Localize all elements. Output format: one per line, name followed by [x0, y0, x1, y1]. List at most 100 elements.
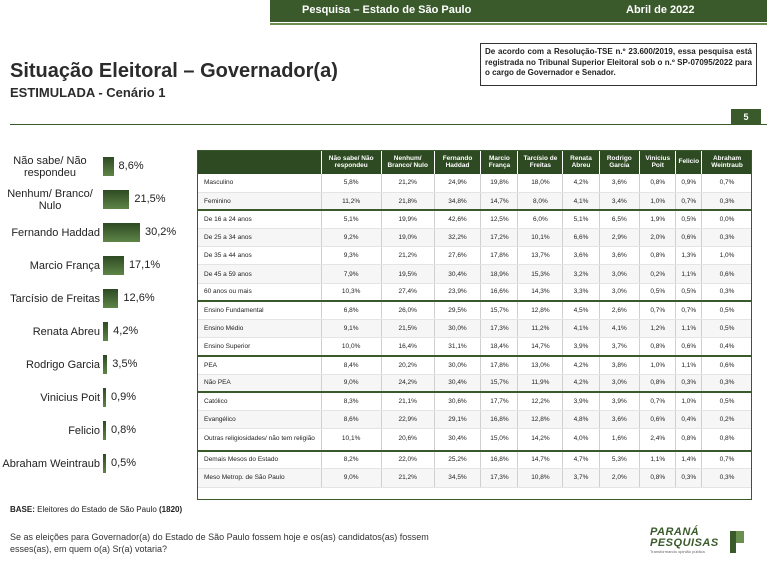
table-cell: 7,9% [320, 264, 382, 284]
table-cell: 0,8% [675, 428, 702, 452]
bar-value-label: 30,2% [145, 226, 177, 238]
table-cell: 34,8% [433, 192, 481, 211]
table-cell: 10,3% [320, 283, 382, 302]
base-text: Eleitores do Estado de São Paulo [37, 505, 157, 514]
table-cell: 15,0% [480, 428, 518, 452]
column-header: Abraham Weintraub [701, 150, 752, 174]
bar-category-label: Fernando Haddad [11, 226, 100, 239]
table-cell: 2,6% [598, 300, 640, 321]
table-cell: 17,3% [480, 319, 518, 339]
table-cell: 0,3% [701, 374, 752, 393]
table-cell: 6,0% [517, 209, 563, 230]
table-header-row: Não sabe/ Não respondeu Nenhum/ Branco/ N… [197, 150, 752, 174]
table-cell: 3,4% [598, 192, 640, 211]
table-cell: 25,2% [433, 449, 481, 470]
table-cell: 3,6% [562, 246, 600, 266]
row-label: Católico [197, 391, 321, 411]
table-cell: 0,8% [638, 374, 676, 393]
table-cell: 29,1% [433, 410, 481, 430]
table-cell: 1,0% [675, 391, 702, 411]
row-label: PEA [197, 354, 321, 375]
table-cell: 21,2% [380, 468, 435, 488]
table-cell: 0,5% [675, 209, 702, 230]
table-cell: 0,3% [701, 283, 752, 302]
logo-mark-icon [730, 531, 744, 553]
table-cell: 0,3% [675, 468, 702, 488]
table-cell: 0,9% [675, 174, 702, 193]
table-cell: 30,0% [433, 354, 481, 375]
table-cell: 8,6% [320, 410, 382, 430]
table-cell: 3,0% [598, 264, 640, 284]
table-cell: 1,0% [638, 192, 676, 211]
table-cell: 0,5% [638, 283, 676, 302]
table-cell: 30,4% [433, 374, 481, 393]
table-cell: 8,0% [517, 192, 563, 211]
table-row: Masculino 5,8% 21,2% 24,9% 19,8% 18,0% 4,2% 3,6… [197, 174, 752, 193]
table-cell: 3,6% [598, 174, 640, 193]
table-cell: 0,3% [701, 192, 752, 211]
table-cell: 16,8% [480, 449, 518, 470]
table-cell: 14,7% [517, 337, 563, 357]
table-cell: 4,7% [562, 449, 600, 470]
parana-pesquisas-logo: PARANÁ PESQUISAS Transformando opinião p… [650, 527, 750, 557]
table-cell: 0,6% [701, 264, 752, 284]
bar-value-label: 21,5% [134, 193, 166, 205]
table-row: Ensino Fundamental 6,8% 26,0% 29,5% 15,7% 12,… [197, 300, 752, 321]
column-header: Nenhum/ Branco/ Nulo [380, 150, 435, 174]
column-header: Tarcísio de Freitas [517, 150, 563, 174]
table-cell: 17,8% [480, 246, 518, 266]
table-cell: 0,8% [638, 337, 676, 357]
table-cell: 0,2% [638, 264, 676, 284]
table-cell: 0,6% [675, 337, 702, 357]
table-cell: 30,0% [433, 319, 481, 339]
table-cell: 21,1% [380, 391, 435, 411]
table-row: De 35 a 44 anos 9,3% 21,2% 27,6% 17,8% 13,7% 3… [197, 246, 752, 266]
table-cell: 1,1% [675, 319, 702, 339]
table-cell: 19,8% [480, 174, 518, 193]
table-cell: 22,9% [380, 410, 435, 430]
bar-value-label: 4,2% [113, 325, 139, 337]
table-row: Meso Metrop. de São Paulo 9,0% 21,2% 34,5% 1… [197, 468, 752, 488]
table-cell: 15,7% [480, 374, 518, 393]
table-cell: 0,7% [675, 300, 702, 321]
table-cell: 0,7% [638, 391, 676, 411]
table-cell: 0,3% [701, 228, 752, 248]
table-cell: 5,8% [320, 174, 382, 193]
separator-line [10, 124, 767, 125]
table-cell: 9,0% [320, 374, 382, 393]
table-cell: 14,7% [517, 449, 563, 470]
table-cell: 0,8% [638, 468, 676, 488]
bar-row: Vinicius Poit 0,9% [0, 381, 195, 414]
table-cell: 3,6% [598, 246, 640, 266]
bar-row: Rodrigo Garcia 3,5% [0, 348, 195, 381]
column-header: Rodrigo Garcia [598, 150, 640, 174]
bar [103, 223, 140, 242]
table-cell: 8,3% [320, 391, 382, 411]
column-header: Marcio França [480, 150, 518, 174]
table-cell: 15,3% [517, 264, 563, 284]
table-cell: 4,2% [562, 174, 600, 193]
table-cell: 22,0% [380, 449, 435, 470]
table-cell: 3,8% [598, 354, 640, 375]
table-row: Não PEA 9,0% 24,2% 30,4% 15,7% 11,9% 4,2% 3,0% 0… [197, 374, 752, 393]
table-cell: 8,2% [320, 449, 382, 470]
table-cell: 2,4% [638, 428, 676, 452]
table-cell: 10,1% [517, 228, 563, 248]
table-cell: 0,5% [701, 391, 752, 411]
crosstab-table: Não sabe/ Não respondeu Nenhum/ Branco/ N… [197, 150, 752, 488]
bar-chart: Não sabe/ Não respondeu 8,6% Nenhum/ Branc… [0, 150, 195, 480]
table-row: De 45 a 59 anos 7,9% 19,5% 30,4% 18,9% 15,3% 3… [197, 264, 752, 284]
table-cell: 4,1% [562, 192, 600, 211]
table-cell: 5,1% [562, 209, 600, 230]
header-bar: Pesquisa – Estado de São Paulo Abril de … [270, 0, 767, 22]
table-cell: 6,6% [562, 228, 600, 248]
table-cell: 0,8% [701, 428, 752, 452]
table-cell: 17,2% [480, 228, 518, 248]
bar-row: Não sabe/ Não respondeu 8,6% [0, 150, 195, 183]
table-cell: 0,5% [701, 300, 752, 321]
table-cell: 12,8% [517, 410, 563, 430]
column-header: Felicio [675, 150, 702, 174]
table-cell: 0,0% [701, 209, 752, 230]
bar-value-label: 3,5% [112, 358, 138, 370]
table-cell: 12,8% [517, 300, 563, 321]
